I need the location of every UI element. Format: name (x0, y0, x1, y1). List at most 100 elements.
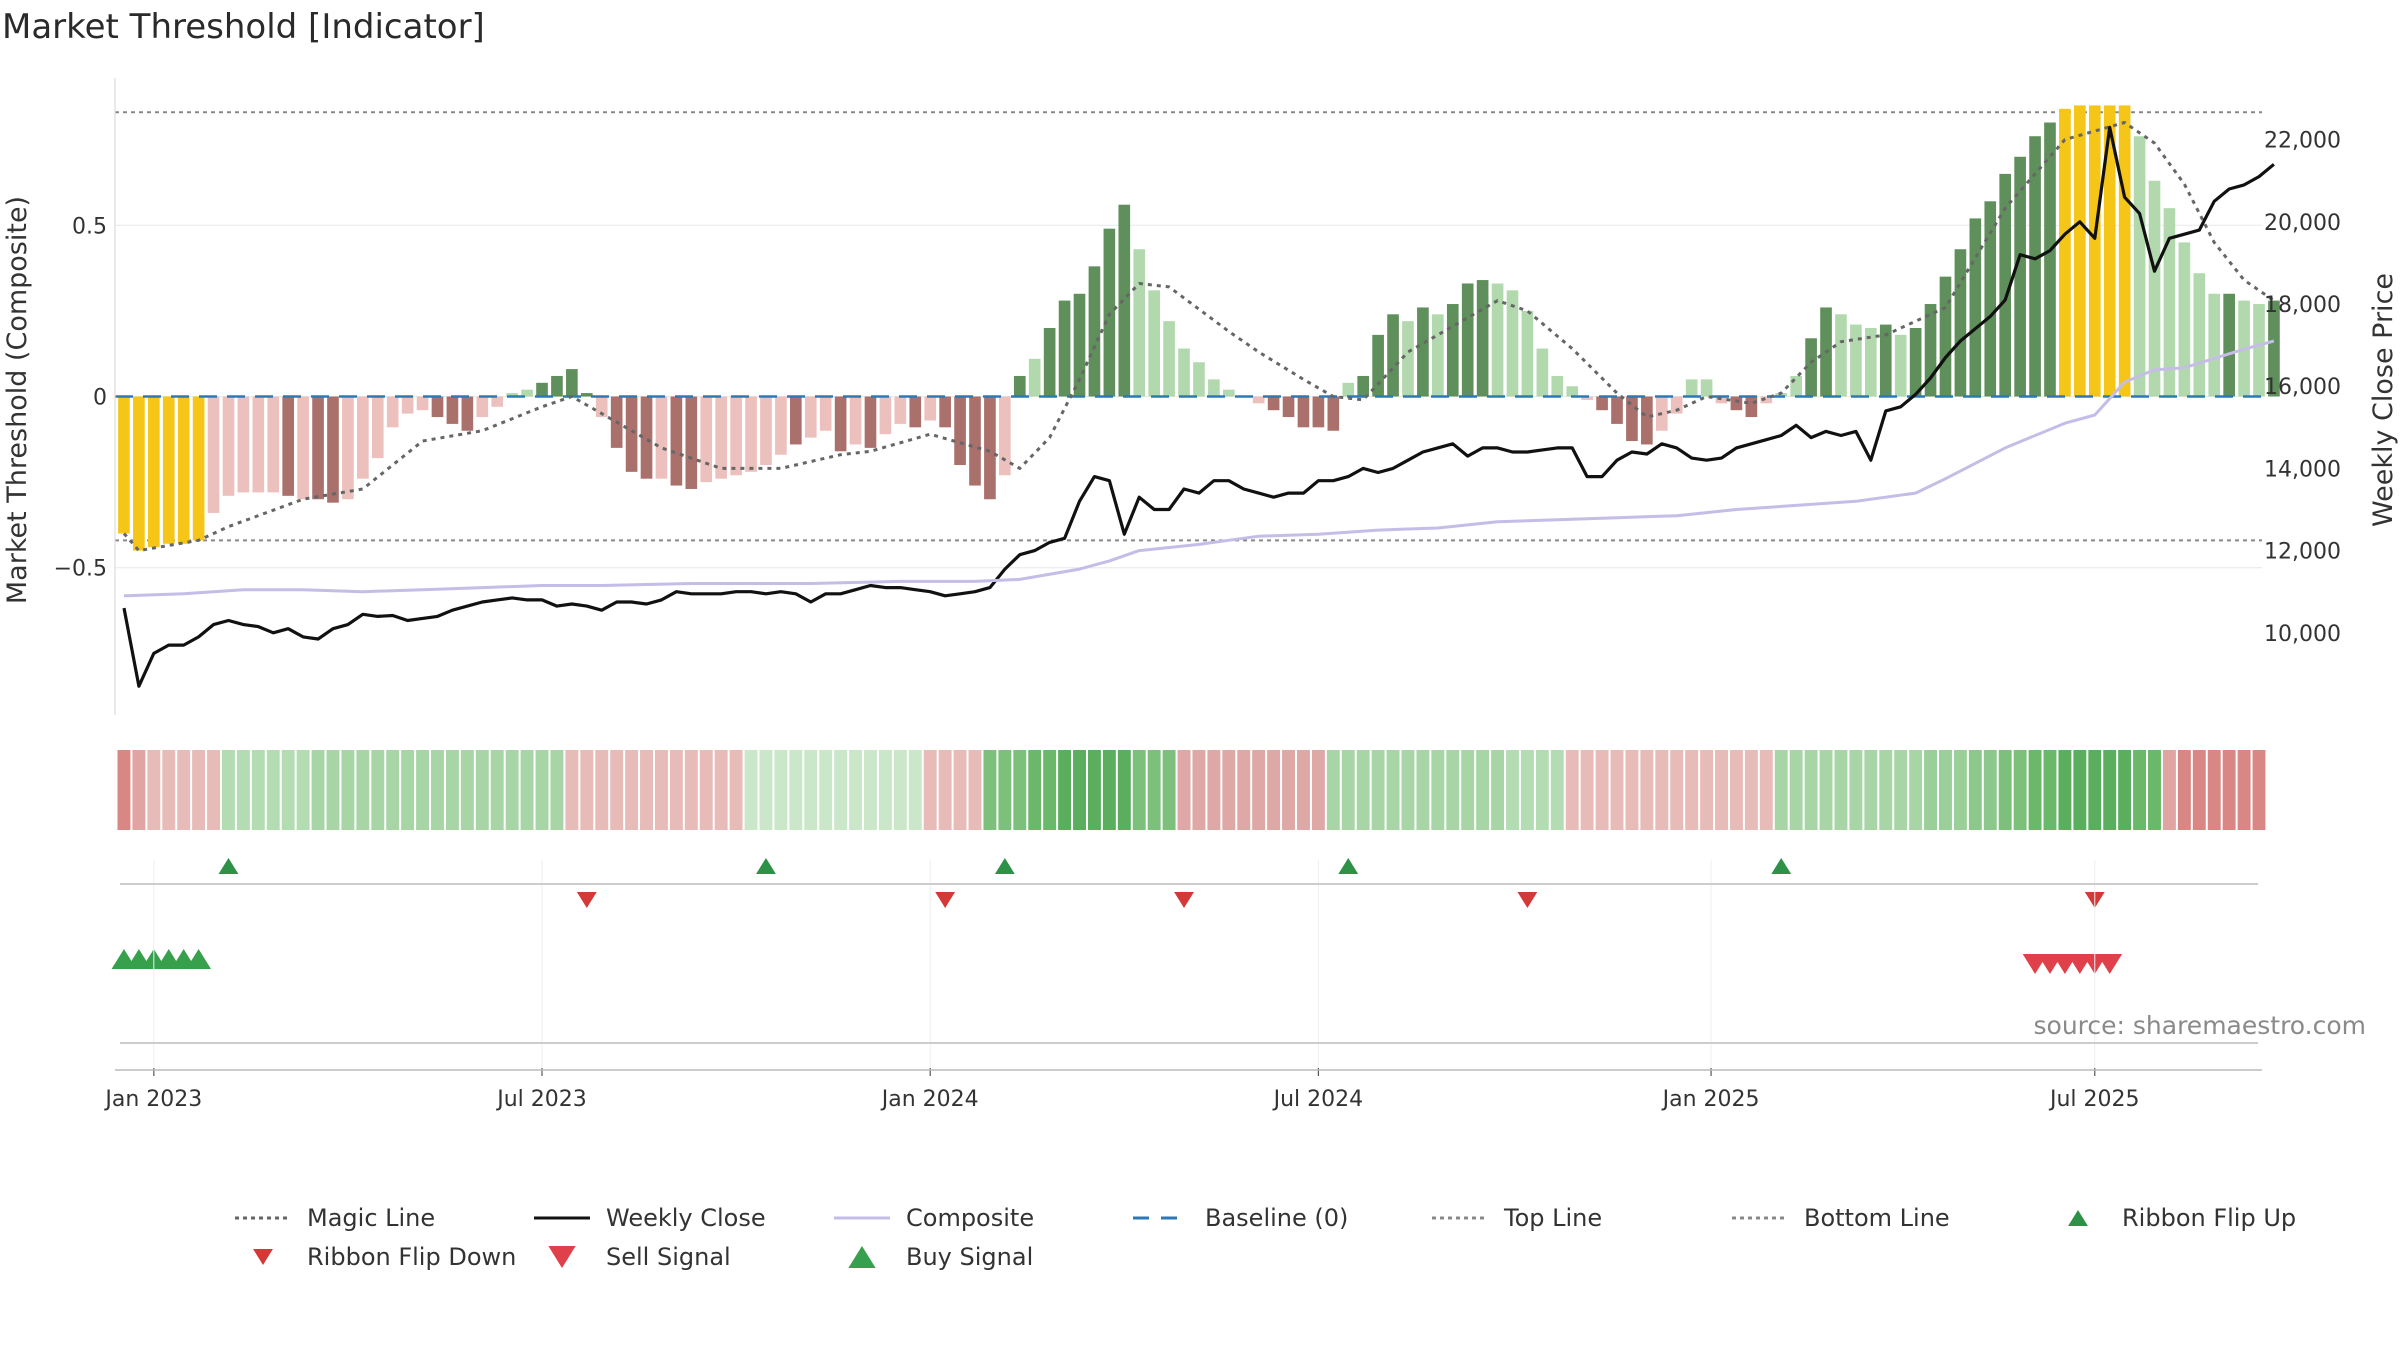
composite-bar (1297, 396, 1310, 428)
composite-bar (655, 396, 668, 479)
composite-bar (1133, 249, 1146, 397)
ribbon-cell (864, 750, 877, 830)
ribbon-cell (729, 750, 743, 830)
ribbon-cell (490, 750, 504, 830)
ribbon-cell (311, 750, 325, 830)
magic-line-line (122, 121, 2275, 553)
ribbon-cell (1341, 750, 1355, 830)
chart-title: Market Threshold [Indicator] (2, 7, 485, 47)
ribbon-cell (147, 750, 161, 830)
axes: 0.5 0 −0.5 10,000 12,000 14,000 16,000 18,000 20… (54, 78, 2341, 715)
composite-bar (342, 396, 354, 500)
composite-bar (625, 396, 638, 472)
legend-swatch (2068, 1210, 2088, 1226)
y-tick-left: 0 (93, 386, 107, 411)
composite-bar (327, 396, 339, 503)
ribbon-cell (1371, 750, 1385, 830)
ribbon-cell (505, 750, 519, 830)
composite-bar (775, 396, 787, 455)
ribbon-flip-down-marker (1174, 892, 1194, 908)
ribbon-cell (1207, 750, 1221, 830)
composite-bar (640, 396, 653, 479)
composite-bar (446, 396, 459, 424)
composite-bar (1043, 328, 1056, 397)
composite-bar (1282, 396, 1295, 418)
composite-bar (371, 396, 384, 459)
y-tick-right: 14,000 (2264, 457, 2341, 482)
sell-signal-marker (2097, 954, 2123, 974)
ribbon-cell (1580, 750, 1594, 830)
composite-bar (1790, 375, 1802, 397)
ribbon-cell (923, 750, 937, 830)
ribbon-cell (1267, 750, 1281, 830)
ribbon-cell (1879, 750, 1893, 830)
composite-bar (1193, 362, 1205, 397)
composite-bar (580, 393, 593, 397)
ribbon-cell (222, 750, 235, 830)
composite-bar (1999, 173, 2012, 397)
composite-bars (118, 105, 2280, 551)
composite-bar (700, 396, 713, 483)
ribbon-cell (296, 750, 310, 830)
composite-bar (1402, 321, 1414, 397)
composite-bar (386, 396, 399, 428)
composite-bar (1596, 396, 1608, 411)
composite-bar (282, 396, 295, 496)
ribbon-cell (2252, 750, 2266, 830)
composite-bar (1835, 314, 1847, 397)
ribbon-cell (416, 750, 430, 830)
composite-bar (1924, 304, 1937, 397)
ribbon-cell (1595, 750, 1609, 830)
composite-bar (595, 396, 608, 418)
composite-bar (1850, 324, 1862, 397)
ribbon-cell (2043, 750, 2057, 830)
composite-bar (924, 396, 937, 421)
composite-bar (1058, 300, 1071, 397)
composite-bar (461, 396, 474, 431)
ribbon-cell (1610, 750, 1624, 830)
legend-item: Sell Signal (548, 1243, 731, 1271)
x-tick-label: Jan 2025 (1661, 1087, 1760, 1112)
composite-bar (864, 396, 877, 448)
composite-bar (745, 396, 757, 472)
x-tick-label: Jan 2024 (880, 1087, 979, 1112)
y-tick-right: 12,000 (2264, 540, 2341, 565)
ribbon-cell (236, 750, 250, 830)
composite-bar (2088, 105, 2101, 397)
ribbon-cell (1565, 750, 1579, 830)
composite-bar (1536, 348, 1549, 397)
ribbon-cell (371, 750, 385, 830)
composite-bar (834, 396, 847, 452)
composite-bar (999, 396, 1011, 476)
composite-bar (2223, 293, 2235, 397)
ribbon-flip-up-marker (756, 858, 776, 874)
ribbon-cell (595, 750, 609, 830)
y-tick-right: 18,000 (2264, 293, 2341, 318)
legend-item: Ribbon Flip Up (2068, 1204, 2296, 1232)
composite-bar (1745, 396, 1758, 418)
ribbon-cell (207, 750, 221, 830)
composite-bar (2193, 273, 2206, 397)
composite-bar (849, 396, 862, 445)
ribbon-cell (1729, 750, 1743, 830)
ribbon-cell (819, 750, 833, 830)
composite-bar (804, 396, 817, 438)
composite-bar (1760, 396, 1773, 404)
ribbon-cell (2148, 750, 2161, 830)
ribbon-cell (341, 750, 355, 830)
ribbon-cell (356, 750, 370, 830)
composite-bar (1461, 283, 1474, 397)
composite-bar (790, 396, 802, 445)
ribbon-cell (1640, 750, 1654, 830)
composite-bar (2118, 105, 2131, 397)
buy-signal-marker (186, 949, 212, 969)
composite-bar (2014, 156, 2026, 397)
ribbon-cell (1939, 750, 1952, 830)
legend-item: Bottom Line (1732, 1204, 1950, 1232)
composite-bar (1879, 324, 1892, 397)
legend-swatch (848, 1246, 876, 1268)
composite-bar (1775, 393, 1788, 397)
ribbon-cell (774, 750, 788, 830)
composite-bar (1417, 307, 1429, 397)
composite-bar (1178, 348, 1190, 397)
